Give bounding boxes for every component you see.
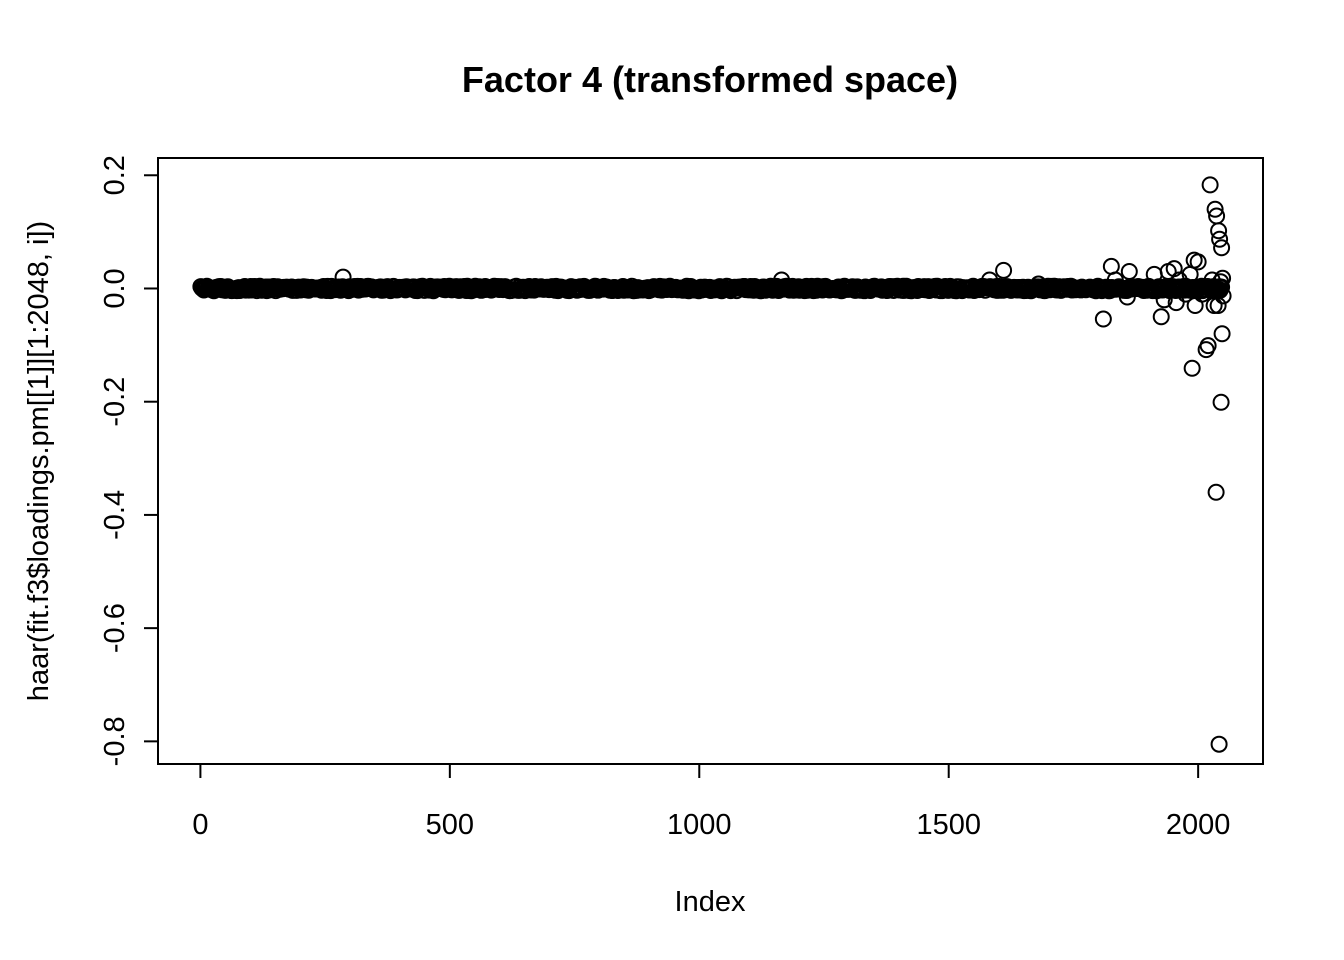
data-point-38 (1212, 393, 1230, 411)
data-points (192, 176, 1232, 753)
data-point-29 (1206, 200, 1224, 218)
y-axis-label: haar(fit.f3$loadings.pm[[1]][1:2048, i]) (23, 221, 55, 701)
data-point-12 (1155, 291, 1173, 309)
data-point-2 (981, 271, 999, 289)
data-point-7 (1106, 271, 1124, 289)
plot-frame (157, 157, 1264, 765)
data-point-34 (1210, 735, 1228, 753)
data-point-19 (1183, 359, 1201, 377)
data-point-26 (1201, 176, 1219, 194)
data-point-40 (1213, 325, 1231, 343)
data-point-14 (1165, 260, 1183, 278)
x-axis: 0 500 1000 1500 2000 (192, 763, 1231, 841)
y-tick-label-5: -0.8 (99, 716, 131, 766)
x-tick-label-0: 0 (192, 809, 208, 841)
chart-title: Factor 4 (transformed space) (462, 59, 958, 100)
x-tick-label-1: 500 (426, 809, 474, 841)
y-tick-label-3: -0.4 (99, 490, 131, 540)
data-point-39 (1213, 239, 1231, 257)
x-tick-label-4: 2000 (1166, 809, 1231, 841)
data-point-22 (1189, 253, 1207, 271)
data-point-9 (1118, 288, 1136, 306)
x-tick-label-2: 1000 (667, 809, 732, 841)
x-tick-label-3: 1500 (916, 809, 981, 841)
data-point-8 (1120, 263, 1138, 280)
data-point-1 (773, 271, 791, 289)
data-point-4 (1030, 275, 1048, 293)
data-point-0 (334, 268, 352, 286)
data-point-23 (1193, 285, 1211, 303)
data-point-42 (1214, 287, 1232, 305)
data-point-41 (1214, 269, 1232, 287)
data-point-25 (1199, 337, 1217, 355)
y-tick-label-4: -0.6 (99, 603, 131, 653)
y-tick-label-2: -0.2 (99, 377, 131, 427)
data-point-11 (1152, 308, 1170, 326)
data-point-17 (1177, 285, 1195, 303)
y-tick-label-0: 0.2 (99, 155, 131, 195)
data-point-35 (1211, 230, 1229, 248)
x-axis-label: Index (675, 886, 746, 918)
data-point-3 (995, 261, 1013, 279)
y-tick-label-1: 0.0 (99, 268, 131, 308)
data-point-30 (1207, 483, 1225, 501)
data-point-33 (1210, 222, 1228, 240)
data-point-21 (1186, 296, 1204, 314)
data-point-5 (1094, 310, 1112, 328)
data-point-15 (1167, 294, 1185, 312)
y-axis: 0.2 0.0 -0.2 -0.4 -0.6 -0.8 (99, 155, 159, 766)
